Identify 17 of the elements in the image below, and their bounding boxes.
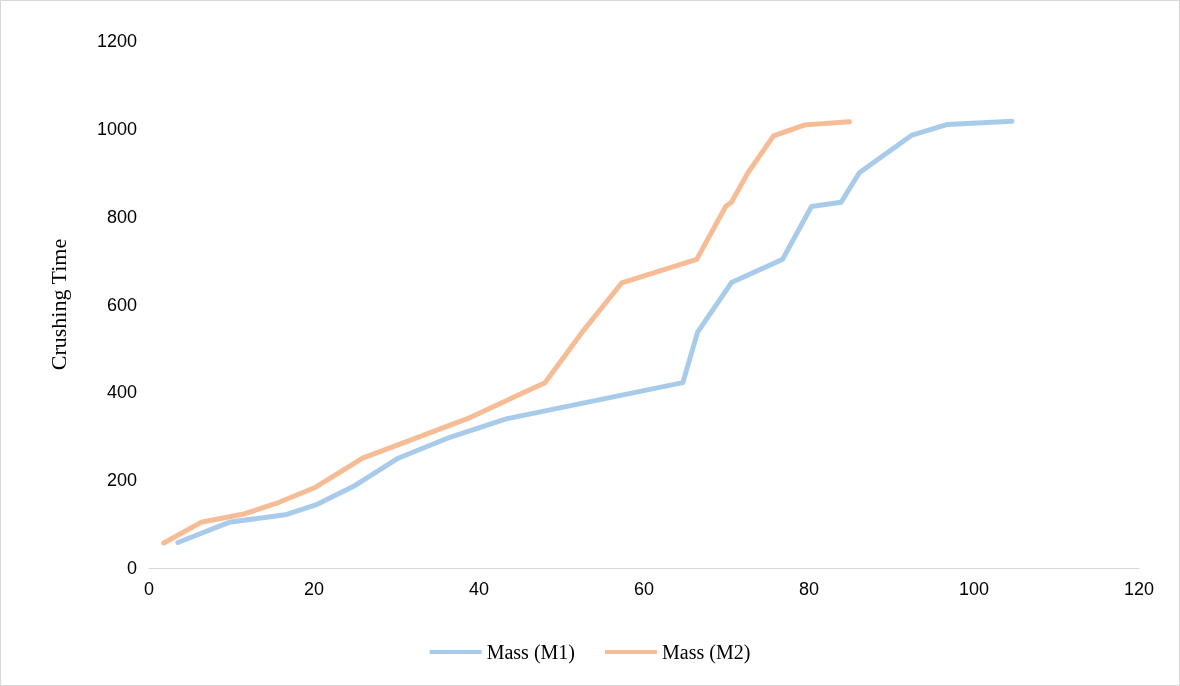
x-tick-label: 60 <box>633 579 655 599</box>
y-tick-label: 1000 <box>96 118 137 139</box>
x-tick-label: 120 <box>1123 579 1155 599</box>
x-tick-label: 20 <box>303 579 325 599</box>
x-tick-label: 80 <box>798 579 820 599</box>
y-tick-label: 1200 <box>96 31 137 51</box>
y-tick-label: 0 <box>126 558 137 578</box>
y-axis-title: Crushing Time <box>45 238 71 371</box>
x-tick-label: 100 <box>958 579 990 599</box>
legend-label: Mass (M1) <box>486 641 576 664</box>
y-tick-label: 800 <box>106 206 137 227</box>
x-tick-label: 40 <box>468 579 490 599</box>
y-tick-label: 400 <box>106 382 137 403</box>
x-tick-label: 0 <box>143 579 155 599</box>
legend-label: Mass (M2) <box>662 641 751 664</box>
y-tick-label: 600 <box>106 294 137 315</box>
y-tick-label: 200 <box>106 470 137 491</box>
